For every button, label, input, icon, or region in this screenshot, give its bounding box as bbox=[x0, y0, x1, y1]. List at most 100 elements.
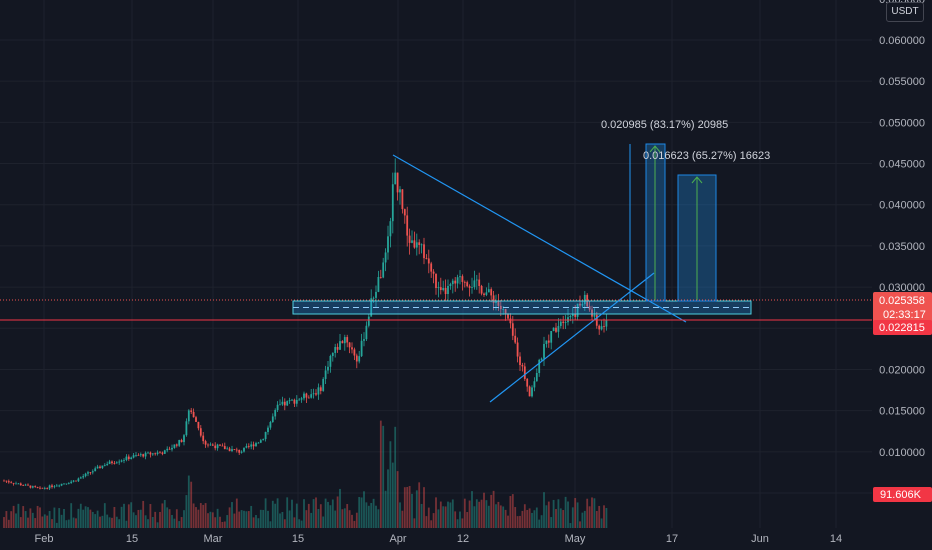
volume-bar bbox=[576, 502, 579, 528]
candle-body bbox=[247, 446, 250, 447]
volume-bar bbox=[53, 507, 56, 528]
ascending-trendline bbox=[489, 272, 655, 403]
x-tick-label: May bbox=[565, 533, 586, 545]
candle-body bbox=[108, 461, 111, 464]
volume-bar bbox=[295, 503, 298, 528]
candle-body bbox=[389, 221, 392, 237]
candle-body bbox=[106, 463, 109, 466]
volume-bar bbox=[502, 506, 505, 528]
volume-bar bbox=[60, 514, 63, 528]
candle-body bbox=[379, 277, 382, 278]
time-axis[interactable]: Feb 15 Mar 15 Apr 12 May 17 Jun 14 bbox=[35, 533, 843, 545]
volume-bar bbox=[161, 503, 164, 528]
candle-body bbox=[367, 316, 370, 326]
candle-body bbox=[223, 446, 226, 450]
volume-bar bbox=[375, 505, 377, 528]
volume-bar bbox=[137, 509, 140, 528]
candle-body bbox=[151, 453, 154, 455]
candle-body bbox=[331, 352, 334, 356]
candle-body bbox=[135, 454, 137, 456]
volume-bar bbox=[389, 441, 392, 528]
candle-body bbox=[252, 444, 255, 447]
volume-bar bbox=[315, 497, 317, 528]
candle-body bbox=[403, 209, 406, 216]
volume-bar bbox=[262, 509, 265, 528]
volume-bar bbox=[382, 425, 385, 528]
candle-body bbox=[343, 337, 346, 344]
candle-body bbox=[127, 456, 130, 460]
candle-body bbox=[430, 263, 433, 272]
price-axis[interactable]: 0.0650000.0600000.0550000.0500000.045000… bbox=[879, 0, 925, 500]
volume-bar bbox=[91, 511, 94, 528]
volume-bar bbox=[19, 517, 22, 528]
volume-bar bbox=[180, 517, 183, 528]
volume-bar bbox=[118, 519, 121, 528]
volume-bar bbox=[511, 494, 514, 528]
volume-bar bbox=[394, 426, 397, 528]
candle-body bbox=[175, 444, 178, 446]
candle-body bbox=[591, 309, 593, 317]
volume-bar bbox=[603, 505, 605, 528]
level-price-value: 0.022815 bbox=[879, 322, 925, 334]
candle-body bbox=[173, 444, 176, 448]
volume-bar bbox=[583, 510, 586, 528]
candle-body bbox=[22, 485, 25, 486]
candle-body bbox=[531, 387, 533, 397]
candle-body bbox=[271, 416, 274, 422]
volume-bar bbox=[492, 490, 495, 528]
candle-body bbox=[396, 172, 399, 193]
candle-body bbox=[195, 417, 197, 422]
candle-body bbox=[130, 457, 133, 460]
candle-body bbox=[528, 386, 531, 397]
volume-bar bbox=[571, 507, 574, 528]
volume-bar bbox=[588, 506, 591, 528]
candle-body bbox=[557, 325, 560, 332]
candle-body bbox=[187, 410, 190, 422]
volume-bar bbox=[207, 513, 209, 528]
candle-body bbox=[387, 236, 389, 253]
candle-body bbox=[346, 337, 349, 343]
volume-bar bbox=[557, 499, 560, 528]
volume-bar bbox=[29, 508, 32, 528]
volume-bar bbox=[598, 505, 601, 528]
volume-bar bbox=[377, 509, 380, 528]
volume-bar bbox=[564, 496, 567, 528]
y-tick-label: 0.015000 bbox=[879, 406, 925, 418]
volume-bar bbox=[223, 521, 226, 528]
candle-body bbox=[365, 325, 368, 340]
volume-bar bbox=[211, 512, 214, 528]
volume-bar bbox=[425, 516, 428, 528]
candle-body bbox=[39, 487, 41, 489]
candle-body bbox=[408, 235, 411, 243]
volume-bar bbox=[478, 501, 481, 528]
volume-bar bbox=[226, 515, 229, 528]
volume-bar bbox=[219, 516, 221, 528]
volume-bar bbox=[238, 511, 241, 528]
volume-bar bbox=[437, 509, 440, 528]
volume-bar bbox=[528, 508, 531, 528]
currency-unit-button[interactable]: USDT bbox=[886, 2, 924, 22]
volume-bar bbox=[106, 514, 109, 528]
candle-body bbox=[547, 340, 550, 343]
volume-bar bbox=[178, 521, 181, 528]
volume-bar bbox=[41, 516, 44, 528]
candle-body bbox=[499, 305, 502, 310]
volume-bar bbox=[96, 510, 99, 528]
volume-bar bbox=[171, 515, 173, 528]
candle-body bbox=[523, 366, 526, 379]
candle-body bbox=[526, 378, 529, 387]
candle-body bbox=[82, 476, 85, 478]
volume-bar bbox=[403, 487, 406, 528]
candle-body bbox=[427, 258, 430, 264]
volume-bar bbox=[408, 486, 411, 528]
volume-bar bbox=[355, 512, 358, 528]
volume-bar bbox=[247, 511, 250, 528]
measure-arrow-2-head bbox=[691, 176, 703, 184]
candle-body bbox=[593, 315, 596, 317]
candle-body bbox=[442, 287, 445, 290]
volume-bar bbox=[451, 499, 454, 528]
volume-bar bbox=[509, 495, 512, 528]
volume-bar bbox=[447, 501, 449, 528]
candle-body bbox=[65, 483, 68, 485]
